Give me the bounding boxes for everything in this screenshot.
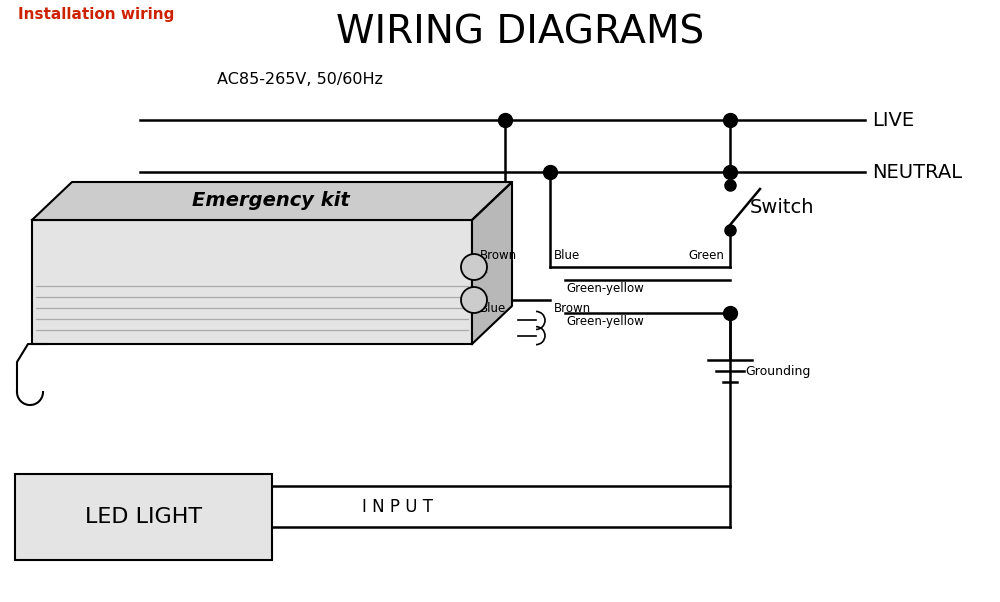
Circle shape	[461, 254, 487, 280]
Circle shape	[461, 287, 487, 313]
Text: Brown: Brown	[480, 249, 517, 262]
Text: LIVE: LIVE	[872, 111, 914, 129]
Polygon shape	[472, 182, 512, 344]
Text: Switch: Switch	[750, 198, 814, 217]
Text: Blue: Blue	[480, 302, 506, 315]
Text: NEUTRAL: NEUTRAL	[872, 163, 962, 181]
FancyBboxPatch shape	[32, 220, 472, 344]
Text: AC85-265V, 50/60Hz: AC85-265V, 50/60Hz	[217, 72, 383, 87]
Text: LED LIGHT: LED LIGHT	[85, 507, 202, 527]
Text: Blue: Blue	[554, 249, 580, 262]
FancyBboxPatch shape	[15, 474, 272, 560]
Text: I N P U T: I N P U T	[362, 497, 432, 515]
Text: Emergency kit: Emergency kit	[192, 191, 350, 211]
Text: Green-yellow: Green-yellow	[566, 315, 644, 328]
Text: Installation wiring: Installation wiring	[18, 7, 174, 22]
Text: Brown: Brown	[554, 302, 591, 315]
Text: Green-yellow: Green-yellow	[566, 282, 644, 295]
Polygon shape	[32, 182, 512, 220]
Text: Green: Green	[688, 249, 724, 262]
Text: WIRING DIAGRAMS: WIRING DIAGRAMS	[336, 13, 704, 51]
Text: Grounding: Grounding	[745, 364, 810, 377]
